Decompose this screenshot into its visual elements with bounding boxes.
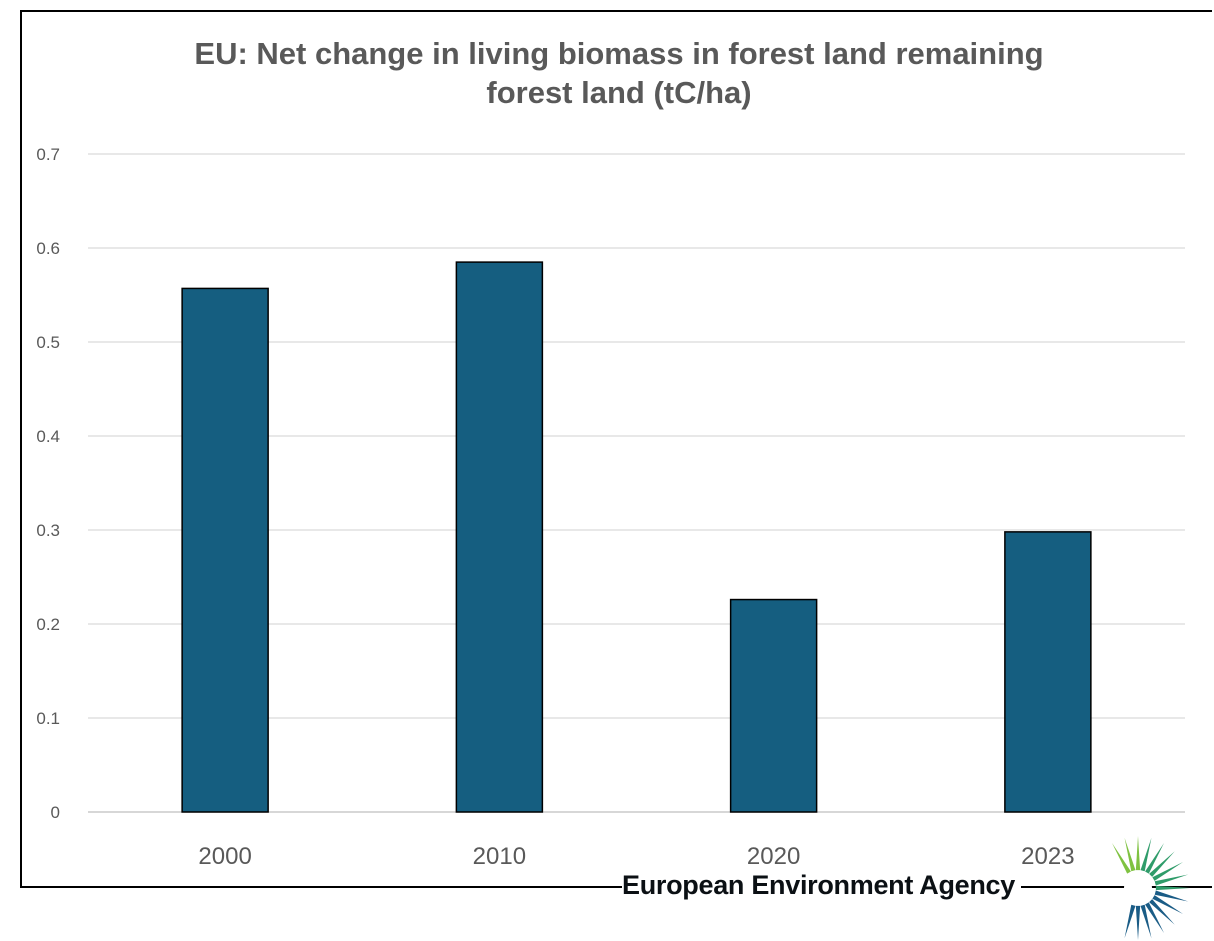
logo-ray (1140, 837, 1152, 872)
x-tick-label: 2010 (473, 843, 526, 870)
logo-ray (1140, 904, 1152, 939)
y-tick-label: 0.7 (36, 145, 60, 164)
eea-sun-logo-icon (1112, 836, 1190, 940)
y-tick-label: 0.6 (36, 239, 60, 258)
y-tick-label: 0.4 (36, 427, 60, 446)
chart-title-line-2: forest land (tC/ha) (486, 75, 752, 111)
chart-frame (20, 10, 1212, 888)
logo-ray (1145, 842, 1164, 874)
x-tick-label: 2000 (198, 843, 251, 870)
eea-org-name: European Environment Agency (622, 870, 1021, 901)
y-tick-label: 0.1 (36, 709, 60, 728)
y-tick-label: 0.5 (36, 333, 60, 352)
logo-ray (1149, 899, 1175, 925)
x-tick-label: 2020 (747, 843, 800, 870)
bar-2023 (1004, 531, 1092, 813)
logo-ray (1135, 905, 1141, 940)
bar-2000 (181, 287, 269, 813)
logo-ray (1124, 837, 1136, 872)
y-tick-label: 0.3 (36, 521, 60, 540)
bar-2010 (455, 261, 544, 813)
logo-ray (1154, 874, 1189, 886)
chart-title: EU: Net change in living biomass in fore… (0, 34, 1214, 112)
logo-ray (1135, 836, 1141, 871)
logo-ray (1112, 842, 1131, 874)
chart-title-line-1: EU: Net change in living biomass in fore… (194, 36, 1044, 71)
x-tick-label: 2023 (1021, 843, 1074, 870)
logo-ray (1145, 902, 1164, 934)
logo-ray (1149, 851, 1175, 877)
y-tick-label: 0.2 (36, 615, 60, 634)
logo-ray (1152, 862, 1184, 881)
logo-ray (1154, 890, 1189, 902)
logo-ray (1155, 885, 1190, 891)
logo-ray (1152, 895, 1184, 914)
bar-2020 (729, 598, 818, 813)
y-tick-label: 0 (51, 803, 60, 822)
logo-ray (1124, 904, 1136, 939)
logo-center (1124, 874, 1152, 902)
